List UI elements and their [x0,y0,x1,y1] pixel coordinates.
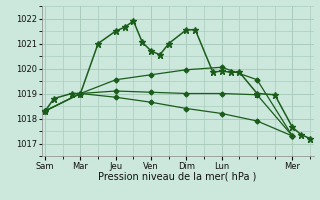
X-axis label: Pression niveau de la mer( hPa ): Pression niveau de la mer( hPa ) [99,172,257,182]
